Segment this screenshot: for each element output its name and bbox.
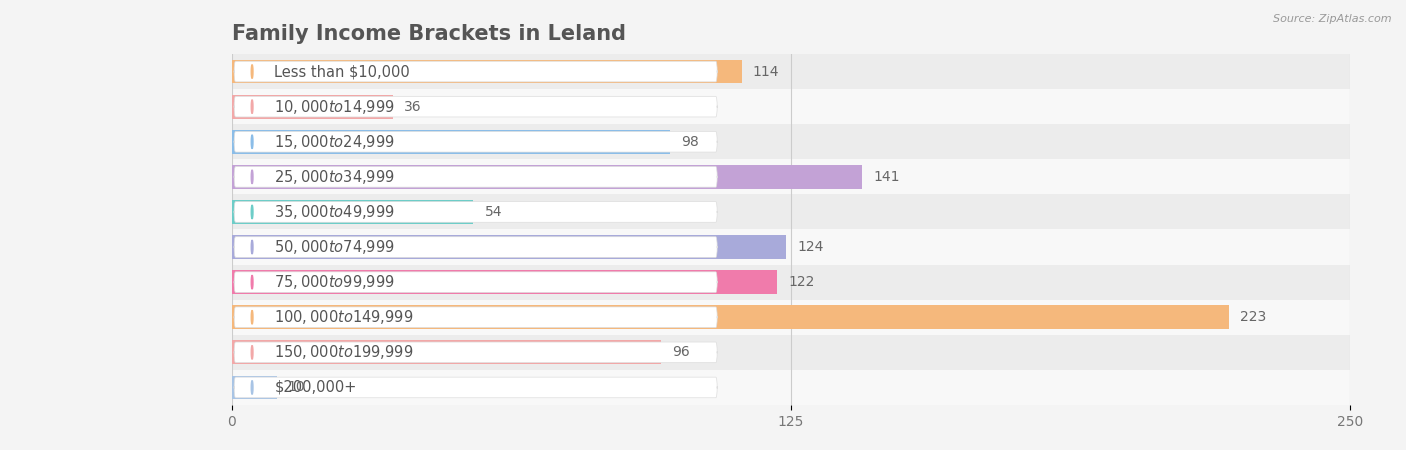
Text: Family Income Brackets in Leland: Family Income Brackets in Leland	[232, 24, 626, 44]
Text: $50,000 to $74,999: $50,000 to $74,999	[274, 238, 395, 256]
Text: 223: 223	[1240, 310, 1267, 324]
Bar	[232, 235, 786, 259]
FancyBboxPatch shape	[235, 166, 717, 187]
Circle shape	[252, 275, 253, 289]
Bar	[232, 230, 1350, 265]
Text: 98: 98	[682, 135, 699, 149]
Text: $15,000 to $24,999: $15,000 to $24,999	[274, 133, 395, 151]
Bar	[232, 130, 671, 154]
Bar	[232, 59, 742, 84]
Bar	[232, 375, 277, 400]
Circle shape	[252, 240, 253, 254]
Bar	[232, 305, 1229, 329]
Circle shape	[252, 310, 253, 324]
FancyBboxPatch shape	[235, 342, 717, 363]
Bar	[232, 94, 392, 119]
FancyBboxPatch shape	[235, 131, 717, 152]
Bar	[232, 124, 1350, 159]
Text: $100,000 to $149,999: $100,000 to $149,999	[274, 308, 413, 326]
Circle shape	[252, 170, 253, 184]
Bar	[232, 89, 1350, 124]
Text: 36: 36	[404, 99, 422, 114]
Bar	[232, 370, 1350, 405]
FancyBboxPatch shape	[235, 61, 717, 82]
Text: Source: ZipAtlas.com: Source: ZipAtlas.com	[1274, 14, 1392, 23]
Text: 96: 96	[672, 345, 690, 360]
Text: Less than $10,000: Less than $10,000	[274, 64, 411, 79]
Bar	[232, 300, 1350, 335]
Circle shape	[252, 135, 253, 148]
Bar	[232, 340, 661, 364]
Text: 10: 10	[288, 380, 305, 395]
FancyBboxPatch shape	[235, 96, 717, 117]
Bar	[232, 194, 1350, 230]
Bar	[232, 159, 1350, 194]
FancyBboxPatch shape	[235, 307, 717, 328]
Circle shape	[252, 100, 253, 113]
Circle shape	[252, 346, 253, 359]
Text: $10,000 to $14,999: $10,000 to $14,999	[274, 98, 395, 116]
Circle shape	[252, 65, 253, 78]
FancyBboxPatch shape	[235, 272, 717, 292]
Text: 124: 124	[797, 240, 824, 254]
FancyBboxPatch shape	[235, 377, 717, 398]
Text: $75,000 to $99,999: $75,000 to $99,999	[274, 273, 395, 291]
FancyBboxPatch shape	[235, 202, 717, 222]
Bar	[232, 165, 862, 189]
Bar	[232, 265, 1350, 300]
Text: 141: 141	[873, 170, 900, 184]
FancyBboxPatch shape	[235, 237, 717, 257]
Circle shape	[252, 381, 253, 394]
Text: $35,000 to $49,999: $35,000 to $49,999	[274, 203, 395, 221]
Text: 114: 114	[752, 64, 779, 79]
Bar	[232, 335, 1350, 370]
Text: $25,000 to $34,999: $25,000 to $34,999	[274, 168, 395, 186]
Text: 54: 54	[485, 205, 502, 219]
Text: $150,000 to $199,999: $150,000 to $199,999	[274, 343, 413, 361]
Circle shape	[252, 205, 253, 219]
Text: 122: 122	[789, 275, 815, 289]
Bar	[232, 200, 474, 224]
Text: $200,000+: $200,000+	[274, 380, 357, 395]
Bar	[232, 270, 778, 294]
Bar	[232, 54, 1350, 89]
